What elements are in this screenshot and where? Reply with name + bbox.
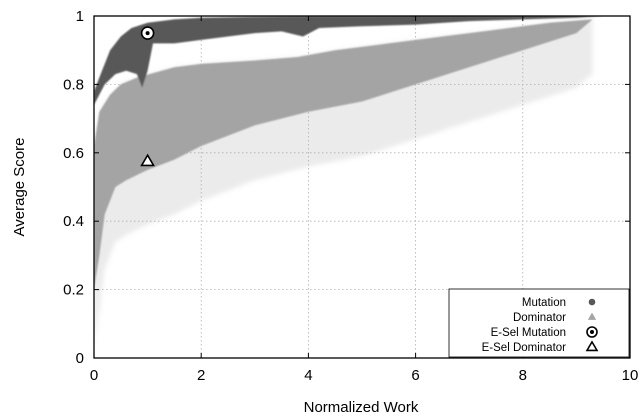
legend-box xyxy=(448,288,630,358)
x-tick-label: 8 xyxy=(519,367,527,384)
plot-frame xyxy=(93,15,631,359)
legend-marker-dot xyxy=(590,330,594,334)
e-sel-mutation-marker-dot xyxy=(145,31,150,36)
band-layer xyxy=(94,16,604,290)
x-tick-label: 2 xyxy=(197,367,205,384)
legend-marker xyxy=(585,340,599,352)
x-tick-label: 4 xyxy=(304,367,312,384)
legend: Mutation Dominator E-Sel Mutation E-Sel Dom… xyxy=(448,288,630,358)
y-tick-label: 0.4 xyxy=(63,213,84,230)
x-tick-label: 10 xyxy=(622,367,639,384)
x-tick-label: 6 xyxy=(411,367,419,384)
y-tick-label: 0.8 xyxy=(63,76,84,93)
dominator-band xyxy=(94,19,593,290)
y-tick-label: 1 xyxy=(76,8,84,25)
legend-label: E-Sel Dominator xyxy=(482,342,567,354)
y-tick-label: 0 xyxy=(76,350,84,367)
y-tick-label: 0.6 xyxy=(63,145,84,162)
tick-labels: 0 2 4 6 8 10 0 0.2 0.4 0.6 0.8 1 xyxy=(63,8,638,384)
x-tick-label: 0 xyxy=(90,367,98,384)
y-axis-title: Average Score xyxy=(11,138,28,237)
e-sel-dominator-marker xyxy=(140,153,155,167)
ticks xyxy=(93,15,631,359)
legend-label: E-Sel Mutation xyxy=(491,327,566,339)
legend-marker xyxy=(587,312,597,320)
x-axis-title: Normalized Work xyxy=(304,399,419,416)
legend-marker xyxy=(588,298,596,306)
marker-layer xyxy=(140,26,155,167)
legend-label: Mutation xyxy=(522,297,566,309)
legend-label: Dominator xyxy=(513,312,566,324)
mutation-band xyxy=(94,16,604,105)
y-tick-label: 0.2 xyxy=(63,282,84,299)
